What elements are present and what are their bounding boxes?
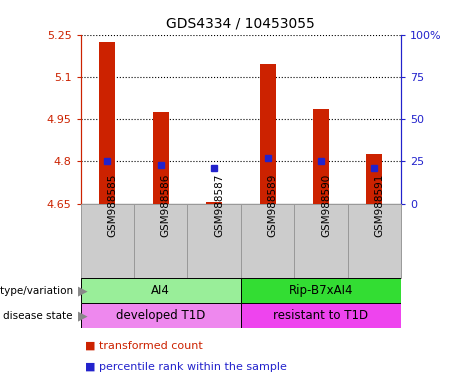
Text: ■ percentile rank within the sample: ■ percentile rank within the sample xyxy=(85,362,287,372)
Text: ■ transformed count: ■ transformed count xyxy=(85,341,203,351)
Text: ▶: ▶ xyxy=(78,310,88,322)
Text: developed T1D: developed T1D xyxy=(116,310,206,322)
Text: genotype/variation: genotype/variation xyxy=(0,286,76,296)
Bar xyxy=(81,303,241,328)
Bar xyxy=(260,64,276,204)
Bar xyxy=(188,204,241,278)
Bar xyxy=(241,204,294,278)
Bar xyxy=(294,204,348,278)
Bar xyxy=(81,278,241,303)
Bar xyxy=(206,202,222,204)
Bar xyxy=(241,278,401,303)
Text: AI4: AI4 xyxy=(151,285,170,297)
Bar xyxy=(100,41,115,204)
Bar xyxy=(81,204,134,278)
Text: GSM988587: GSM988587 xyxy=(214,174,224,237)
Bar xyxy=(134,204,188,278)
Text: GSM988590: GSM988590 xyxy=(321,174,331,237)
Text: GSM988585: GSM988585 xyxy=(107,174,118,237)
Title: GDS4334 / 10453055: GDS4334 / 10453055 xyxy=(166,17,315,31)
Text: Rip-B7xAI4: Rip-B7xAI4 xyxy=(289,285,353,297)
Bar xyxy=(348,204,401,278)
Bar xyxy=(153,112,169,204)
Text: GSM988591: GSM988591 xyxy=(374,174,384,237)
Text: GSM988586: GSM988586 xyxy=(161,174,171,237)
Text: ▶: ▶ xyxy=(78,285,88,297)
Bar xyxy=(366,154,382,204)
Text: disease state: disease state xyxy=(3,311,76,321)
Text: resistant to T1D: resistant to T1D xyxy=(273,310,368,322)
Bar xyxy=(313,109,329,204)
Text: GSM988589: GSM988589 xyxy=(267,174,278,237)
Bar xyxy=(241,303,401,328)
